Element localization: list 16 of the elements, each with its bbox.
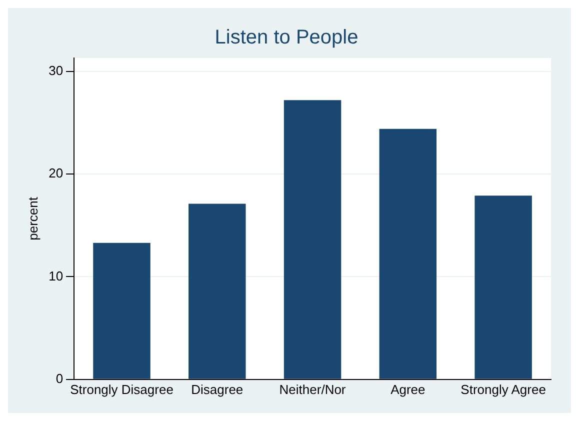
x-tick-label: Strongly Disagree [70,382,174,397]
chart-title: Listen to People [214,26,358,49]
y-tick-label: 30 [48,62,64,78]
bar [93,242,150,379]
bar [379,128,437,379]
bar [284,100,342,379]
x-tick-label: Neither/Nor [279,382,346,397]
bar [474,196,532,379]
bar [188,204,246,379]
y-axis-title: percent [25,196,40,240]
x-tick-label: Disagree [191,382,244,397]
x-tick-label: Agree [390,382,426,397]
y-tick-label: 20 [48,166,64,181]
y-tick-label: 10 [48,268,64,284]
x-tick-label: Strongly Agree [460,382,546,397]
y-tick-label: 0 [56,370,64,386]
